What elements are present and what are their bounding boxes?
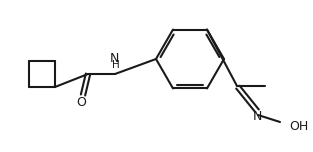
- Text: O: O: [76, 95, 86, 109]
- Text: N: N: [252, 111, 262, 123]
- Text: H: H: [112, 60, 120, 70]
- Text: OH: OH: [289, 121, 308, 133]
- Text: N: N: [109, 52, 119, 66]
